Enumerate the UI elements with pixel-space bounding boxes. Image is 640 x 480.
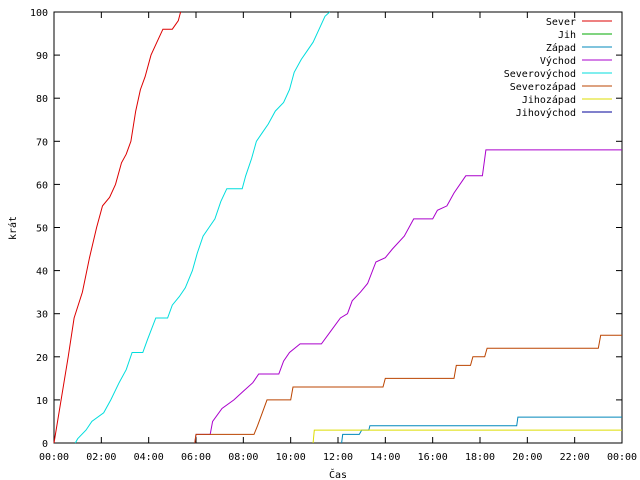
y-axis-label: krát [7, 216, 19, 240]
legend-label: Východ [540, 55, 576, 67]
x-tick-label: 22:00 [560, 452, 590, 463]
y-tick-label: 60 [36, 180, 48, 191]
x-tick-label: 16:00 [418, 452, 448, 463]
y-tick-label: 40 [36, 267, 48, 278]
x-tick-label: 02:00 [86, 452, 116, 463]
y-tick-label: 70 [36, 137, 48, 148]
series-line [74, 11, 331, 444]
legend-label: Sever [546, 17, 576, 28]
y-tick-label: 10 [36, 396, 48, 407]
y-tick-label: 80 [36, 94, 48, 105]
series-lines [53, 11, 622, 444]
series-line [312, 429, 622, 444]
x-tick-label: 10:00 [276, 452, 306, 463]
x-axis-label: Čas [329, 468, 347, 480]
y-tick-label: 90 [36, 51, 48, 62]
x-tick-label: 18:00 [465, 452, 495, 463]
legend: Sever JihZápadVýchodSeverovýchodSeverozáp… [504, 17, 612, 119]
series-line [53, 11, 182, 444]
y-tick-label: 0 [42, 439, 48, 450]
legend-label: Severozápad [510, 81, 576, 93]
y-tick-label: 30 [36, 310, 48, 321]
x-tick-label: 04:00 [134, 452, 164, 463]
x-tick-label: 14:00 [370, 452, 400, 463]
legend-label: Jih [558, 30, 576, 41]
series-line [194, 334, 622, 444]
legend-label: Jihozápad [522, 94, 576, 106]
axis-ticks: 0 10 20 30 40 50 60 70 80 90 100 00:00 02:00 04:00 06:… [30, 8, 637, 463]
y-tick-label: 50 [36, 224, 48, 235]
x-tick-label: 06:00 [181, 452, 211, 463]
x-tick-label: 12:00 [323, 452, 353, 463]
legend-label: Severovýchod [504, 68, 576, 80]
x-tick-label: 20:00 [512, 452, 542, 463]
x-tick-label: 00:00 [39, 452, 69, 463]
y-tick-label: 100 [30, 8, 48, 19]
legend-label: Jihovýchod [516, 107, 576, 119]
x-tick-label: 08:00 [228, 452, 258, 463]
series-line [194, 149, 622, 444]
x-tick-label: 00:00 [607, 452, 637, 463]
y-tick-label: 20 [36, 353, 48, 364]
legend-label: Západ [546, 42, 576, 54]
